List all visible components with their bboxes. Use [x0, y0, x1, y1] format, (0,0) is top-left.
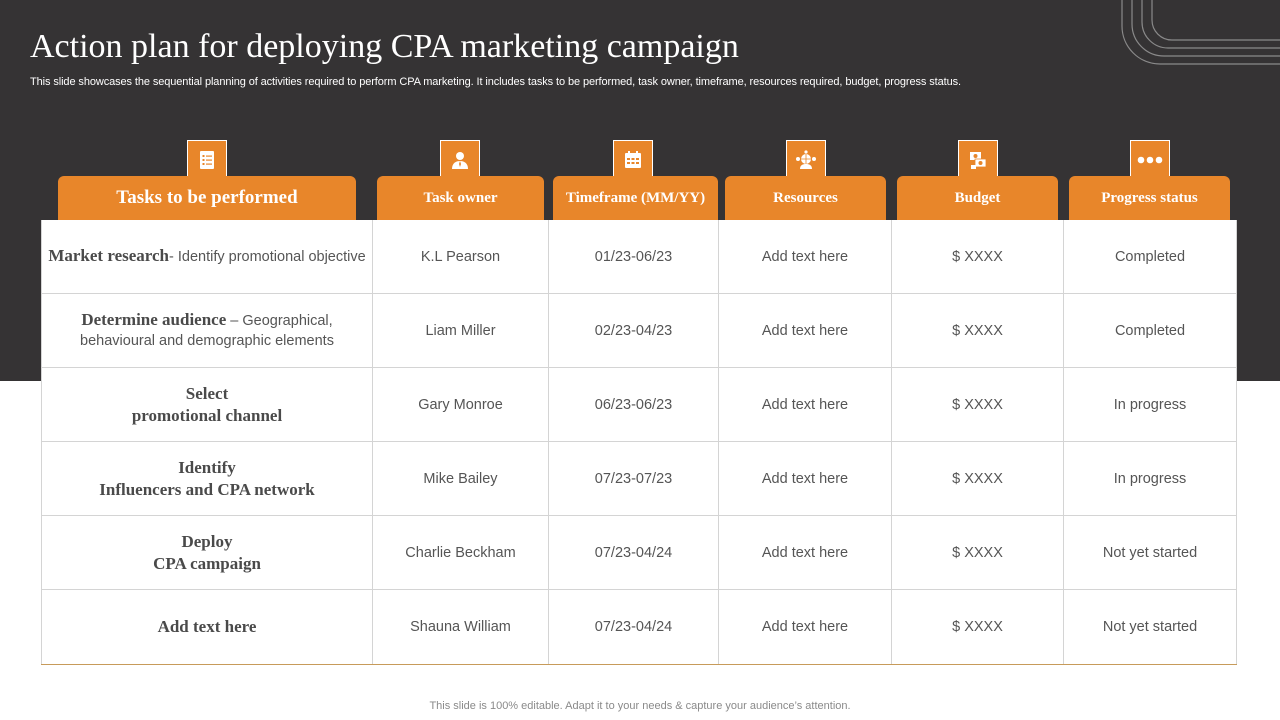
task-cell: Add text here — [41, 590, 373, 664]
decorative-arcs — [1121, 0, 1280, 65]
column-header-tasks: Tasks to be performed — [58, 176, 356, 220]
status-cell: Not yet started — [1064, 590, 1237, 664]
globe-people-icon — [786, 140, 826, 180]
column-header-budget: Budget — [897, 176, 1058, 220]
money-icon — [958, 140, 998, 180]
task-cell: Identify Influencers and CPA network — [41, 442, 373, 515]
task-title-line2: CPA campaign — [153, 553, 261, 573]
page-title: Action plan for deploying CPA marketing … — [30, 28, 739, 65]
resources-cell: Add text here — [719, 442, 892, 515]
task-title-line1: Identify — [178, 457, 236, 477]
column-header-timeframe: Timeframe (MM/YY) — [553, 176, 718, 220]
task-title: Determine audience — [81, 310, 227, 329]
task-title-line1: Add text here — [157, 617, 257, 636]
person-icon — [440, 140, 480, 180]
table-row: Select promotional channel Gary Monroe 06… — [41, 368, 1237, 442]
status-cell: In progress — [1064, 368, 1237, 441]
column-header-status: Progress status — [1069, 176, 1230, 220]
resources-cell: Add text here — [719, 294, 892, 367]
column-header-resources: Resources — [725, 176, 886, 220]
table-row: Market research- Identify promotional ob… — [41, 220, 1237, 294]
timeframe-cell: 07/23-07/23 — [549, 442, 719, 515]
budget-cell: $ XXXX — [892, 516, 1064, 589]
task-title-line2: Influencers and CPA network — [99, 479, 315, 499]
action-plan-table: Market research- Identify promotional ob… — [41, 220, 1237, 665]
task-title: Market research — [48, 246, 170, 265]
task-title-line2: promotional channel — [131, 405, 283, 425]
table-row: Identify Influencers and CPA network Mike… — [41, 442, 1237, 516]
calendar-icon — [613, 140, 653, 180]
table-row: Determine audience – Geographical, behav… — [41, 294, 1237, 368]
owner-cell: Gary Monroe — [373, 368, 549, 441]
table-row: Add text here Shauna William 07/23-04/24… — [41, 590, 1237, 664]
task-cell: Determine audience – Geographical, behav… — [41, 294, 373, 367]
budget-cell: $ XXXX — [892, 590, 1064, 664]
timeframe-cell: 07/23-04/24 — [549, 516, 719, 589]
resources-cell: Add text here — [719, 590, 892, 664]
status-cell: Not yet started — [1064, 516, 1237, 589]
budget-cell: $ XXXX — [892, 368, 1064, 441]
timeframe-cell: 07/23-04/24 — [549, 590, 719, 664]
resources-cell: Add text here — [719, 516, 892, 589]
checklist-icon — [187, 140, 227, 180]
task-cell: Market research- Identify promotional ob… — [41, 220, 373, 293]
task-title-line1: Deploy — [181, 531, 233, 551]
timeframe-cell: 02/23-04/23 — [549, 294, 719, 367]
budget-cell: $ XXXX — [892, 442, 1064, 515]
task-description: – Geographical, behavioural and demograp… — [80, 313, 334, 349]
timeframe-cell: 06/23-06/23 — [549, 368, 719, 441]
page-subtitle: This slide showcases the sequential plan… — [30, 76, 961, 88]
budget-cell: $ XXXX — [892, 294, 1064, 367]
status-cell: Completed — [1064, 220, 1237, 293]
task-cell: Deploy CPA campaign — [41, 516, 373, 589]
timeframe-cell: 01/23-06/23 — [549, 220, 719, 293]
status-cell: In progress — [1064, 442, 1237, 515]
dots-icon — [1130, 140, 1170, 180]
owner-cell: Liam Miller — [373, 294, 549, 367]
task-cell: Select promotional channel — [41, 368, 373, 441]
task-title-line1: Select — [185, 383, 229, 403]
table-row: Deploy CPA campaign Charlie Beckham 07/23… — [41, 516, 1237, 590]
owner-cell: Charlie Beckham — [373, 516, 549, 589]
column-header-owner: Task owner — [377, 176, 544, 220]
owner-cell: Mike Bailey — [373, 442, 549, 515]
status-cell: Completed — [1064, 294, 1237, 367]
resources-cell: Add text here — [719, 220, 892, 293]
owner-cell: Shauna William — [373, 590, 549, 664]
footer-note: This slide is 100% editable. Adapt it to… — [429, 700, 851, 712]
resources-cell: Add text here — [719, 368, 892, 441]
budget-cell: $ XXXX — [892, 220, 1064, 293]
task-description: - Identify promotional objective — [169, 249, 366, 265]
owner-cell: K.L Pearson — [373, 220, 549, 293]
